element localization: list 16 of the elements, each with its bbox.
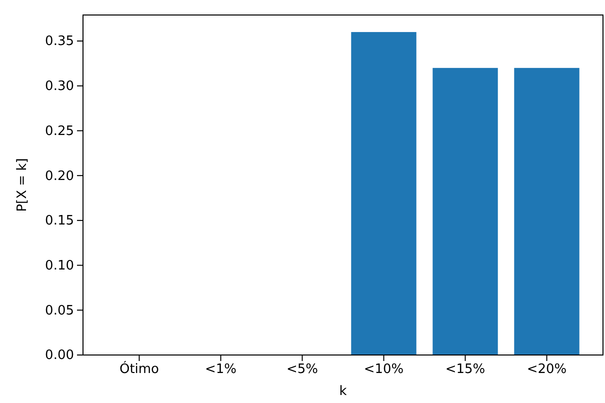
y-tick-label: 0.35 (45, 34, 74, 50)
x-tick-label: <1% (204, 362, 237, 378)
y-tick-label: 0.05 (45, 303, 74, 318)
x-tick-label: <10% (364, 362, 404, 378)
x-tick-label: <5% (286, 362, 318, 378)
x-tick-label: <15% (445, 362, 486, 378)
y-tick-label: 0.30 (45, 79, 74, 94)
y-tick-label: 0.15 (45, 214, 74, 229)
x-tick-label: <20% (526, 362, 567, 378)
x-axis-title: k (339, 384, 348, 399)
y-tick-label: 0.10 (45, 258, 74, 274)
y-tick-label: 0.00 (45, 348, 74, 364)
x-tick-label: Ótimo (119, 360, 160, 378)
y-axis-title: P[X = k] (15, 158, 30, 212)
y-tick-label: 0.20 (45, 168, 74, 184)
y-tick-label: 0.25 (45, 124, 74, 139)
